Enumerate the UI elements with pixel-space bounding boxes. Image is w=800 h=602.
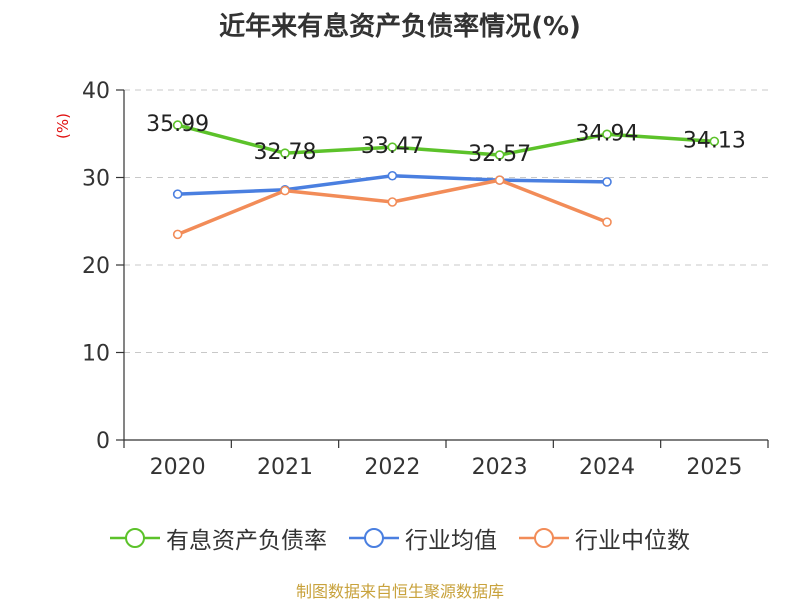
data-label: 32.78 (254, 140, 317, 165)
legend-swatch (349, 528, 399, 548)
data-point (709, 136, 720, 147)
data-label: 35.99 (146, 112, 209, 137)
axes (116, 89, 769, 448)
x-tick-label: 2025 (686, 455, 742, 480)
data-point (602, 177, 612, 187)
legend-label: 有息资产负债率 (166, 528, 327, 554)
data-point (280, 148, 290, 158)
x-tick-label: 2022 (364, 455, 420, 480)
data-point (172, 120, 183, 130)
x-tick-label: 2023 (472, 455, 528, 480)
data-point (602, 217, 612, 227)
data-label: 33.47 (361, 134, 424, 159)
chart-title: 近年来有息资产负债率情况(%) (219, 12, 581, 42)
y-axis-label: (%) (54, 113, 72, 139)
data-point (602, 129, 612, 140)
legend-label: 行业均值 (405, 528, 497, 554)
series-line-3 (177, 178, 608, 236)
legend-marker (364, 528, 384, 548)
x-tick-labels: 2020 2021 2022 2023 2024 2025 (150, 455, 743, 480)
data-labels: 35.99 32.78 33.47 32.57 34.94 34.13 (146, 112, 746, 167)
data-point (494, 175, 505, 185)
data-point (387, 142, 398, 152)
series-group (172, 120, 720, 240)
y-tick-labels: 0 10 20 30 40 (82, 79, 110, 454)
data-point (280, 185, 290, 196)
data-point (387, 197, 398, 207)
legend-label: 行业中位数 (575, 528, 690, 554)
data-label: 34.94 (576, 121, 639, 146)
source-note: 制图数据来自恒生聚源数据库 (295, 582, 504, 601)
legend-item: 行业均值 (349, 521, 497, 555)
y-tick-label: 10 (82, 342, 110, 367)
y-tick-label: 30 (82, 167, 110, 192)
legend-swatch (519, 528, 569, 548)
legend-swatch (110, 528, 160, 548)
legend-marker (125, 528, 145, 548)
data-point (172, 229, 183, 240)
legend-marker (534, 528, 554, 548)
legend: 有息资产负债率 行业均值 行业中位数 (0, 518, 800, 558)
data-label: 34.13 (683, 128, 746, 153)
x-tick-label: 2021 (257, 455, 313, 480)
data-point (172, 189, 183, 199)
y-tick-label: 20 (82, 254, 110, 279)
x-tick-label: 2024 (579, 455, 635, 480)
series-line-1 (177, 123, 715, 157)
grid-lines (124, 89, 768, 353)
data-point (387, 170, 398, 181)
legend-item: 有息资产负债率 (110, 521, 327, 555)
data-label: 32.57 (468, 142, 531, 167)
x-tick-label: 2020 (150, 455, 206, 480)
data-point (494, 150, 505, 160)
legend-item: 行业中位数 (519, 521, 690, 555)
y-tick-label: 0 (96, 429, 110, 454)
y-tick-label: 40 (82, 79, 110, 104)
